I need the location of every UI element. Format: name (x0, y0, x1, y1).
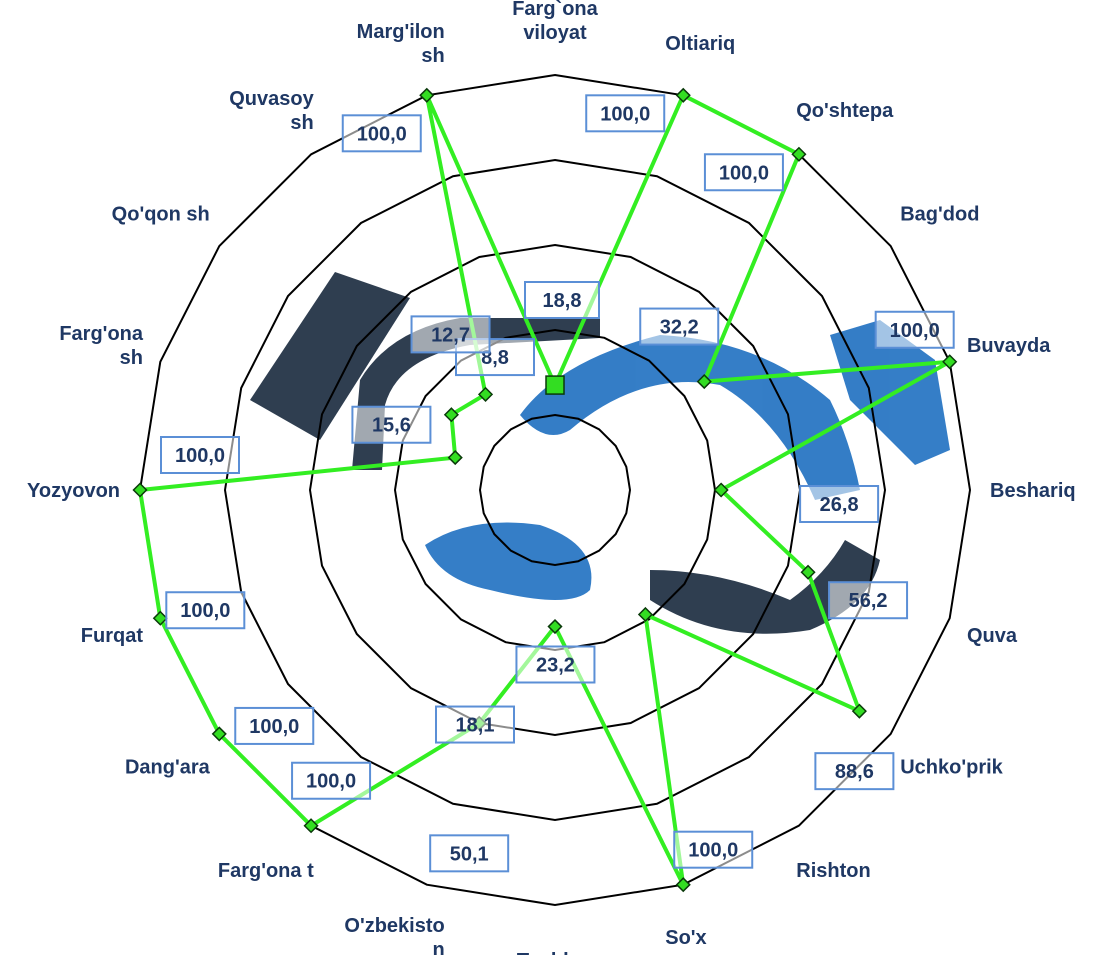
value-label: 15,6 (351, 405, 432, 444)
value-label: 100,0 (291, 761, 372, 800)
data-point (132, 482, 148, 498)
value-text: 18,1 (456, 715, 495, 737)
radar-grid (138, 73, 972, 907)
data-point (547, 618, 563, 635)
grid-ring (308, 243, 802, 737)
data-point (675, 87, 691, 103)
value-text: 100,0 (719, 162, 769, 184)
value-text: 26,8 (820, 494, 859, 516)
data-point (443, 407, 459, 423)
data-series (132, 87, 958, 893)
value-label: 100,0 (234, 706, 315, 745)
data-point (303, 818, 319, 834)
category-label: Uchko'prik (900, 756, 1003, 778)
category-label: Rishton (796, 860, 870, 882)
category-label: Marg'ilon sh (357, 21, 445, 67)
grid-ring (138, 73, 972, 907)
data-point (477, 386, 494, 402)
value-text: 88,6 (835, 761, 874, 783)
value-text: 18,8 (543, 290, 582, 312)
value-text: 100,0 (890, 320, 940, 342)
category-label: Bag'dod (900, 204, 979, 226)
value-text: 100,0 (600, 103, 650, 125)
value-text: 100,0 (306, 771, 356, 793)
category-label: Beshariq (990, 480, 1076, 502)
category-label: Farg'ona t (218, 860, 314, 882)
value-label-extra: 18,8 (524, 281, 600, 319)
category-label: Quvasoy sh (229, 88, 314, 134)
value-label: 18,1 (435, 705, 515, 744)
category-label: Buvayda (967, 335, 1051, 357)
data-point (152, 610, 168, 626)
data-point (675, 877, 691, 893)
category-label: Oltiariq (665, 33, 735, 55)
value-label: 50,1 (429, 834, 510, 873)
value-label: 100,0 (874, 310, 955, 349)
value-text: 100,0 (180, 600, 230, 622)
grid-ring (223, 158, 887, 822)
category-label: Dang'ara (125, 756, 211, 778)
data-point (713, 482, 729, 498)
value-label: 8,8 (455, 338, 535, 377)
data-point (211, 726, 227, 742)
value-text: 23,2 (536, 654, 575, 676)
data-point (851, 703, 867, 719)
category-label: Farg`ona viloyat (512, 0, 598, 44)
category-label: Yozyovon (27, 480, 120, 502)
data-point (447, 450, 463, 466)
data-point (637, 606, 654, 623)
value-text: 50,1 (450, 843, 489, 865)
value-label: 100,0 (165, 591, 246, 630)
category-label: O'zbekisto n (344, 915, 444, 955)
category-labels: Farg`ona viloyat Oltiariq Qo'shtepa Bag'dod B… (27, 0, 1076, 955)
category-label: Furqat (81, 625, 144, 647)
value-label: 100,0 (585, 94, 666, 133)
category-label: Qo'shtepa (796, 100, 894, 122)
value-text: 12,7 (431, 324, 470, 346)
value-label: 56,2 (828, 581, 909, 620)
category-label: Toshloq (517, 950, 593, 955)
category-label: Qo'qon sh (112, 204, 210, 226)
value-text: 56,2 (849, 590, 888, 612)
data-point (800, 564, 816, 580)
value-label: 26,8 (799, 485, 880, 523)
category-label: So'x (665, 927, 706, 949)
value-text: 32,2 (660, 317, 699, 339)
data-point (791, 146, 807, 162)
handshake-logo (250, 272, 950, 634)
value-label: 88,6 (814, 752, 895, 791)
value-label: 23,2 (515, 645, 596, 684)
data-point (419, 87, 435, 103)
value-label: 100,0 (160, 436, 240, 474)
data-point (942, 354, 958, 370)
value-label: 100,0 (703, 153, 784, 192)
value-labels: 8,8 100,0 100,0 32,2 100,0 26,8 56,2 88,6 23,2 10… (160, 94, 955, 873)
value-text: 100,0 (688, 840, 738, 862)
category-label: Quva (967, 625, 1018, 647)
data-point-first (545, 375, 565, 395)
category-label: Farg'ona sh (59, 323, 144, 369)
value-label: 100,0 (341, 114, 422, 153)
value-label: 12,7 (410, 315, 491, 354)
value-text: 100,0 (249, 716, 299, 738)
value-text: 15,6 (372, 415, 411, 437)
value-label: 100,0 (673, 830, 754, 869)
value-text: 100,0 (175, 445, 225, 467)
data-point (696, 374, 712, 390)
grid-ring (478, 413, 632, 567)
value-text: 100,0 (357, 123, 407, 145)
value-label: 32,2 (639, 307, 720, 346)
